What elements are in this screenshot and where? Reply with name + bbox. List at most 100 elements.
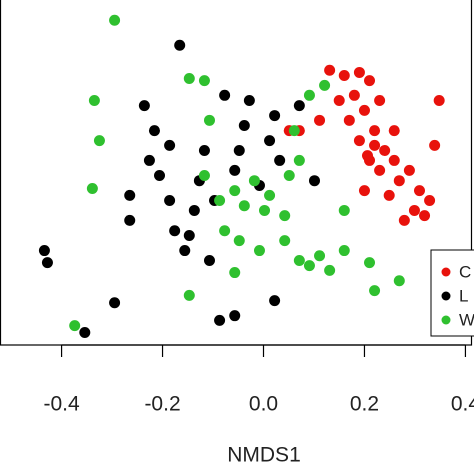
point (374, 164, 386, 176)
point (388, 125, 400, 137)
point (293, 100, 305, 112)
point (358, 185, 370, 197)
point (229, 267, 241, 279)
point (338, 69, 350, 81)
point (183, 289, 195, 301)
point (238, 119, 250, 131)
point (233, 145, 245, 157)
point (338, 245, 350, 257)
point (343, 114, 355, 126)
point (219, 225, 231, 237)
x-axis-label: NMDS1 (227, 444, 301, 467)
point (169, 225, 181, 237)
point (369, 139, 381, 151)
point (364, 75, 376, 87)
legend: CLW (430, 249, 474, 337)
point (393, 275, 405, 287)
point (274, 154, 286, 166)
point (259, 204, 271, 216)
point (79, 326, 91, 338)
point (233, 235, 245, 247)
point (93, 135, 105, 147)
point (264, 189, 276, 201)
point (308, 175, 320, 187)
legend-box (430, 249, 474, 337)
point (393, 175, 405, 187)
point (124, 189, 136, 201)
point (269, 295, 281, 307)
point (413, 185, 425, 197)
point (353, 135, 365, 147)
point (124, 214, 136, 226)
point (303, 89, 315, 101)
point (109, 14, 121, 26)
point (248, 175, 260, 187)
x-tick-label: 0.2 (350, 393, 379, 416)
legend-label: W (459, 310, 474, 329)
point (269, 110, 281, 122)
point (319, 79, 331, 91)
point (424, 195, 436, 207)
point (154, 170, 166, 182)
point (143, 154, 155, 166)
point (419, 210, 431, 222)
point (361, 150, 373, 162)
point (69, 320, 81, 332)
point (183, 72, 195, 84)
point (364, 257, 376, 269)
point (403, 164, 415, 176)
point (324, 64, 336, 76)
point (283, 170, 295, 182)
point (183, 229, 195, 241)
point (164, 195, 176, 207)
legend-marker (441, 267, 451, 277)
point (288, 125, 300, 137)
legend-marker (441, 291, 451, 301)
point (164, 139, 176, 151)
point (38, 245, 50, 257)
point (358, 104, 370, 116)
point (333, 94, 345, 106)
point (229, 185, 241, 197)
x-tick-label: 0.4 (451, 393, 474, 416)
point (203, 114, 215, 126)
point (253, 245, 265, 257)
point (198, 75, 210, 87)
point (41, 257, 53, 269)
point (348, 89, 360, 101)
point (238, 200, 250, 212)
point (374, 94, 386, 106)
point (314, 114, 326, 126)
point (109, 297, 121, 309)
point (88, 94, 100, 106)
point (353, 66, 365, 78)
point (198, 145, 210, 157)
point (408, 204, 420, 216)
point (303, 260, 315, 272)
point (279, 235, 291, 247)
point (229, 310, 241, 322)
point (243, 94, 255, 106)
x-tick-label: 0.0 (249, 393, 278, 416)
point (179, 245, 191, 257)
point (188, 204, 200, 216)
point (86, 182, 98, 194)
point (264, 135, 276, 147)
point (214, 195, 226, 207)
point (383, 189, 395, 201)
point (369, 285, 381, 297)
legend-label: L (459, 286, 468, 305)
x-tick-label: -0.4 (43, 393, 80, 416)
point (379, 145, 391, 157)
point (338, 204, 350, 216)
point (433, 94, 445, 106)
point (219, 89, 231, 101)
point (429, 139, 441, 151)
point (293, 254, 305, 266)
point (229, 164, 241, 176)
point (324, 264, 336, 276)
point (388, 154, 400, 166)
point (398, 214, 410, 226)
point (293, 154, 305, 166)
